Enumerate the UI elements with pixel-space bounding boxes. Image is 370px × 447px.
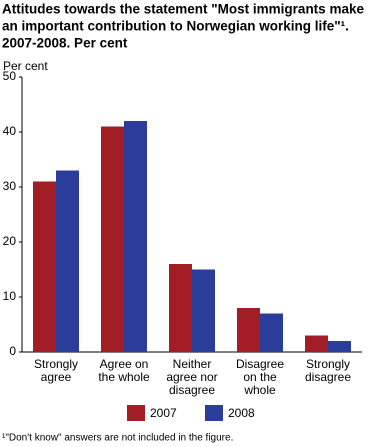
bar [33, 181, 56, 352]
legend-label: 2007 [150, 406, 177, 420]
y-tick-label: 40 [3, 124, 17, 138]
chart-title-line: an important contribution to Norwegian w… [2, 19, 349, 34]
legend-label: 2008 [228, 406, 255, 420]
x-tick-label: Agree on the whole [98, 357, 150, 384]
bar [169, 264, 192, 352]
footnote: ¹"Don't know" answers are not included i… [2, 433, 233, 444]
bar [192, 269, 215, 352]
x-tick-label: Disagree on the whole [236, 357, 284, 397]
y-tick-label: 20 [3, 234, 17, 248]
legend-swatch [205, 405, 223, 421]
bar [56, 170, 79, 352]
y-tick-label: 10 [3, 289, 17, 303]
bar [328, 341, 351, 352]
legend-swatch [127, 405, 145, 421]
bar [260, 313, 283, 352]
chart-title-line: Attitudes towards the statement "Most im… [2, 2, 364, 17]
x-tick-label: Strongly disagree [305, 357, 351, 384]
y-axis-label: Per cent [3, 59, 48, 73]
y-tick-label: 30 [3, 179, 17, 193]
y-tick-label: 0 [9, 344, 16, 358]
x-tick-label: Neither agree nor disagree [166, 357, 217, 397]
bar [237, 308, 260, 352]
bar [305, 335, 328, 352]
bar [124, 121, 147, 352]
bar [101, 126, 124, 352]
x-tick-label: Strongly agree [34, 357, 78, 384]
y-tick-label: 50 [3, 69, 17, 83]
chart-title-line: 2007-2008. Per cent [2, 36, 128, 51]
